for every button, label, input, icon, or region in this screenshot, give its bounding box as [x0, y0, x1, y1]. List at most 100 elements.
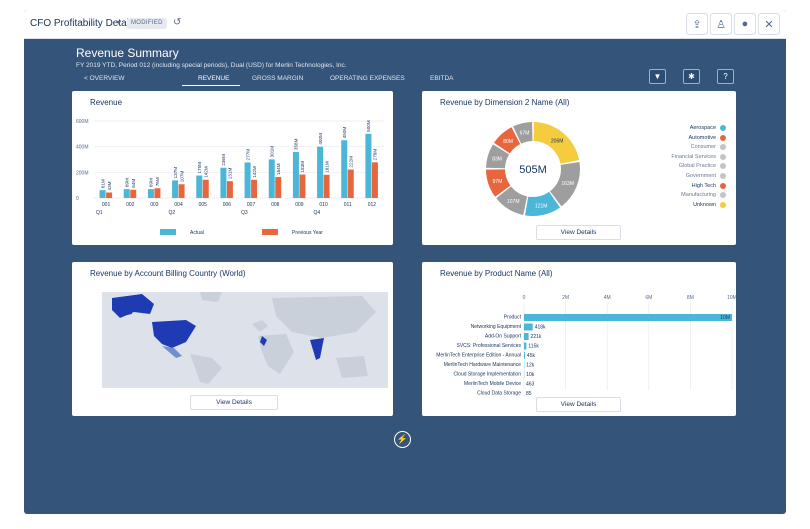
bar-value-label: 164M	[276, 163, 281, 175]
bar-actual	[99, 190, 106, 198]
bar-value-label: 222M	[349, 156, 354, 168]
bar-previous	[299, 174, 306, 198]
bar-previous	[178, 184, 185, 198]
donut-slice	[486, 169, 511, 197]
legend-dot	[720, 163, 726, 170]
category-label: Networking Equipment	[471, 324, 522, 330]
country-alaska[interactable]	[116, 306, 132, 316]
y-tick-label: 400M	[76, 145, 89, 151]
x-tick-label: 8M	[687, 295, 694, 301]
legend-item[interactable]: Aerospace	[690, 125, 726, 131]
y-tick-label: 200M	[76, 170, 89, 176]
bar-value-label: 277M	[245, 149, 250, 161]
x-tick-label: 2M	[562, 295, 569, 301]
tab-ebitda[interactable]: EBITDA	[430, 75, 454, 82]
donut-slice-label: 206M	[551, 138, 564, 144]
product-bar-chart: 0 2M 4M 6M 8M 10M Product 10M Networking Equipme…	[436, 295, 736, 397]
legend-item-label: Government	[685, 173, 716, 179]
country-usa[interactable]	[152, 320, 196, 348]
x-tick-label: 10M	[727, 295, 736, 301]
bar-actual	[341, 140, 348, 198]
undo-icon[interactable]: ↺	[173, 17, 182, 28]
country-greenland	[200, 292, 222, 302]
chevron-down-icon[interactable]: ▾	[117, 18, 122, 27]
legend-item-label: Automotive	[688, 134, 716, 141]
country-france[interactable]	[260, 336, 267, 346]
bar-previous	[130, 189, 137, 198]
x-tick-label: 007	[247, 202, 256, 208]
category-label: MerlinTech Enterprise Edition - Annual	[436, 353, 521, 359]
bar-actual	[317, 146, 324, 198]
tab-gross-margin[interactable]: GROSS MARGIN	[252, 75, 304, 82]
legend-item[interactable]: Manufacturing	[681, 192, 726, 199]
bar-value-label: 10k	[526, 372, 535, 378]
dimension-card-title: Revenue by Dimension 2 Name (All)	[440, 98, 570, 107]
legend-dot	[720, 153, 726, 160]
bar-previous	[202, 179, 209, 198]
continent-asia	[272, 296, 376, 338]
bar-value-label: 278M	[373, 149, 378, 161]
close-button[interactable]: ✕	[758, 13, 780, 35]
continent-europe	[252, 320, 268, 332]
share-button[interactable]: ⇪	[686, 13, 708, 35]
country-view-details-button[interactable]: View Details	[190, 395, 278, 410]
tab-revenue[interactable]: REVENUE	[198, 75, 230, 82]
filter-button[interactable]: ▼	[649, 69, 666, 84]
country-india[interactable]	[310, 338, 324, 360]
legend-item[interactable]: Financial Services	[671, 153, 726, 160]
y-tick-label: 600M	[76, 119, 89, 125]
x-tick-label: 012	[368, 202, 377, 208]
donut-slice-label: 121M	[535, 204, 548, 210]
legend-item[interactable]: Global Practice	[679, 163, 726, 170]
close-icon: ✕	[764, 18, 774, 31]
bar-actual	[268, 159, 275, 198]
bar-previous	[347, 169, 354, 198]
bar-value-label: 107M	[179, 171, 184, 183]
quarter-label: Q1	[96, 210, 103, 216]
x-tick-label: 004	[174, 202, 183, 208]
x-tick-label: 002	[126, 202, 135, 208]
help-button[interactable]: ?	[717, 69, 734, 84]
donut-slice	[486, 144, 510, 169]
y-tick-label: 0	[76, 196, 79, 202]
legend-dot	[720, 192, 726, 199]
legend-item[interactable]: Government	[686, 173, 726, 179]
tab-operating-expenses[interactable]: OPERATING EXPENSES	[330, 75, 405, 82]
einstein-icon: ⚡	[394, 431, 411, 448]
bar-value-label: 43M	[107, 181, 112, 190]
bar-value-label: 76M	[155, 177, 160, 186]
legend-item[interactable]: Consumer	[691, 144, 726, 151]
category-label: MerlinTech Hardware Maintenance	[444, 362, 521, 368]
bar-actual	[123, 189, 130, 198]
dimension-view-details-button[interactable]: View Details	[536, 225, 621, 240]
legend-item[interactable]: High Tech	[691, 182, 726, 189]
legend-item-label: Unknown	[693, 201, 716, 208]
modified-badge[interactable]: MODIFIED	[127, 18, 167, 29]
tab-overview[interactable]: < OVERVIEW	[84, 75, 125, 82]
settings-button[interactable]: ✱	[683, 69, 700, 84]
dashboard-title: CFO Profitability Detail	[30, 18, 132, 29]
world-map[interactable]	[72, 262, 393, 416]
product-card: Revenue by Product Name (All) 0 2M 4M 6M 8M 1…	[422, 262, 736, 416]
legend-item[interactable]: Unknown	[693, 201, 726, 208]
follow-button[interactable]: ♙	[710, 13, 732, 35]
bar-value-label: 69M	[125, 178, 130, 187]
product-bar	[524, 323, 533, 331]
product-bar	[524, 333, 529, 340]
donut-slice	[496, 186, 528, 215]
country-mexico[interactable]	[162, 346, 182, 358]
legend-item-label: High Tech	[691, 182, 716, 189]
bar-value-label: 236M	[221, 154, 226, 166]
product-view-details-button[interactable]: View Details	[536, 397, 621, 412]
chat-icon: ●	[741, 18, 749, 30]
legend-item-label: Manufacturing	[681, 192, 716, 199]
quarter-label: Q4	[314, 210, 321, 216]
chat-button[interactable]: ●	[734, 13, 756, 35]
bar-previous	[154, 188, 161, 198]
legend-item[interactable]: Automotive	[688, 134, 726, 141]
bar-actual	[147, 189, 154, 198]
legend-dot	[720, 201, 726, 208]
bar-previous	[226, 181, 233, 198]
bar-value-label: 85	[526, 391, 532, 397]
